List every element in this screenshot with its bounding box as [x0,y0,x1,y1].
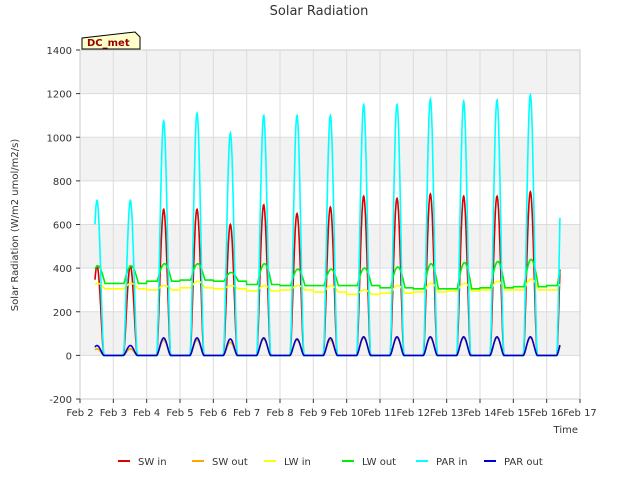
x-tick-label: Feb 13 [430,408,464,419]
background-band [80,311,580,356]
y-tick-label: 200 [53,308,72,319]
x-tick-label: Feb 15 [497,408,531,419]
y-tick-label: 800 [53,177,72,188]
x-tick-label: Feb 3 [100,408,127,419]
legend-label: PAR in [436,457,467,468]
legend-label: SW out [212,457,248,468]
x-tick-label: Feb 2 [66,408,93,419]
x-tick-label: Feb 4 [133,408,160,419]
x-tick-label: Feb 9 [300,408,327,419]
x-tick-label: Feb 10 [330,408,364,419]
x-tick-label: Feb 11 [363,408,397,419]
y-tick-label: 0 [66,351,72,362]
x-tick-label: Feb 5 [166,408,193,419]
background-band [80,137,580,181]
y-tick-label: 600 [53,221,72,232]
legend-label: SW in [138,457,167,468]
x-axis-label: Time [553,425,578,436]
y-axis-label: Solar Radiation (W/m2 umol/m2/s) [10,139,21,312]
x-tick-label: Feb 16 [530,408,564,419]
y-axis-ticks: -200 0 200 400 600 800 1000 1200 1400 [47,46,80,406]
background-band [80,224,580,269]
x-axis-ticks: Feb 2 Feb 3 Feb 4 Feb 5 Feb 6 Feb 7 Feb 8 Feb 9… [66,399,597,419]
legend-label: PAR out [504,457,543,468]
x-tick-label: Feb 7 [233,408,260,419]
legend-label: LW in [284,457,311,468]
y-tick-label: 1400 [47,46,72,57]
background-band [80,50,580,94]
series-line-par-out [94,335,561,357]
site-label-box: DC_met [81,31,141,50]
chart-title: Solar Radiation [270,4,369,19]
x-tick-label: Feb 14 [463,408,497,419]
series-line-lw-in [94,278,561,296]
y-tick-label: 1200 [47,90,72,101]
series-line-lw-out [94,258,561,290]
legend-label: LW out [362,457,396,468]
x-tick-label: Feb 8 [266,408,293,419]
y-tick-label: -200 [49,395,72,406]
x-tick-label: Feb 12 [397,408,431,419]
y-tick-label: 1000 [47,133,72,144]
legend: SW in SW out LW in LW out PAR in PAR out [118,457,543,468]
x-tick-label: Feb 17 [563,408,597,419]
site-label: DC_met [87,38,130,49]
y-tick-label: 400 [53,264,72,275]
series-lines [94,92,561,357]
x-tick-label: Feb 6 [200,408,227,419]
